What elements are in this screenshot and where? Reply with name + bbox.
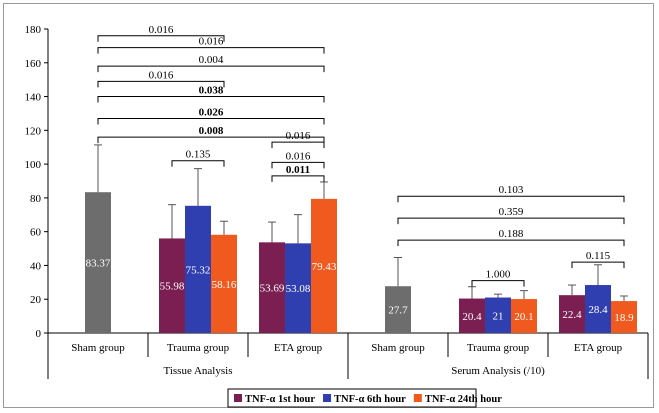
- p-value-label: 1.000: [486, 269, 511, 281]
- data-label: 53.69: [260, 283, 285, 295]
- legend-swatch: [234, 394, 242, 402]
- category-label: Trauma group: [167, 342, 230, 354]
- bar: [285, 243, 311, 333]
- bar: [511, 299, 537, 333]
- significance-bracket: [571, 261, 625, 269]
- significance-bracket: [97, 80, 225, 88]
- data-label: 27.7: [388, 305, 408, 317]
- legend-entry: TNF-α 1st hour: [245, 394, 315, 405]
- y-tick-label: 20: [30, 294, 42, 306]
- significance-annotations: 0.016 0.016 0.004 0.016 0.038 0.026 0.008 0.135…: [97, 24, 625, 287]
- data-label: 58.16: [212, 279, 237, 291]
- y-tick-label: 100: [25, 159, 42, 171]
- data-label: 22.4: [562, 309, 582, 321]
- bar: [585, 285, 611, 333]
- y-tick-label: 60: [30, 227, 42, 239]
- y-tick-label: 40: [30, 260, 42, 272]
- p-value-label: 0.016: [149, 24, 174, 36]
- legend: TNF-α 1st hour TNF-α 6th hour TNF-α 24th h…: [227, 388, 502, 408]
- p-value-label: 0.016: [286, 130, 311, 142]
- bar: [259, 242, 285, 333]
- significance-bracket: [97, 136, 325, 144]
- significance-bracket: [271, 175, 325, 182]
- data-label: 18.9: [614, 312, 634, 324]
- p-value-label: 0.103: [499, 184, 524, 196]
- data-label: 83.37: [86, 258, 111, 270]
- p-value-label: 0.038: [199, 85, 224, 97]
- significance-bracket: [97, 118, 325, 125]
- p-value-label: 0.016: [149, 69, 174, 81]
- legend-entry: TNF-α 6th hour: [334, 394, 406, 405]
- legend-swatch: [323, 394, 332, 402]
- y-tick-label: 180: [25, 24, 42, 36]
- significance-bracket: [471, 280, 525, 287]
- bar: [459, 298, 485, 333]
- legend-entry: TNF-α 24th hour: [425, 394, 502, 405]
- data-label: 21: [493, 310, 504, 322]
- p-value-label: 0.016: [199, 36, 224, 48]
- bar: [485, 297, 511, 333]
- bar: [311, 198, 337, 333]
- legend-swatch: [413, 394, 422, 402]
- category-label: Sham group: [371, 342, 425, 354]
- bar: [85, 192, 111, 333]
- data-label: 28.4: [588, 304, 608, 316]
- significance-bracket: [171, 160, 225, 167]
- category-labels: Sham group Trauma group ETA group Sham grou…: [47, 333, 649, 379]
- p-value-label: 0.011: [286, 164, 310, 176]
- category-label: ETA group: [574, 342, 623, 354]
- category-label: ETA group: [274, 342, 323, 354]
- y-tick-label: 0: [36, 328, 42, 340]
- data-label: 75.32: [186, 264, 211, 276]
- p-value-label: 0.016: [286, 150, 311, 162]
- p-value-label: 0.026: [199, 107, 224, 119]
- significance-bracket: [97, 96, 325, 103]
- category-label: Sham group: [71, 342, 125, 354]
- significance-bracket: [397, 217, 625, 225]
- p-value-label: 0.115: [586, 250, 611, 262]
- group-label: Serum Analysis (/10): [451, 365, 545, 377]
- p-value-label: 0.135: [186, 149, 211, 161]
- category-label: Trauma group: [467, 342, 530, 354]
- bar: [185, 205, 211, 333]
- p-value-label: 0.188: [499, 228, 524, 240]
- data-label: 55.98: [160, 281, 185, 293]
- significance-bracket: [97, 35, 225, 42]
- significance-bracket: [97, 65, 325, 73]
- p-value-label: 0.008: [199, 125, 224, 137]
- significance-bracket: [97, 47, 325, 54]
- group-label: Tissue Analysis: [164, 365, 233, 377]
- bar: [159, 238, 185, 333]
- legend-box: [227, 388, 477, 408]
- y-tick-label: 80: [30, 193, 42, 205]
- p-value-label: 0.359: [499, 206, 524, 218]
- bar: [559, 295, 585, 333]
- bar: [611, 301, 637, 333]
- data-label: 20.4: [462, 311, 482, 323]
- y-tick-label: 120: [25, 125, 42, 137]
- bar: [385, 286, 411, 333]
- data-label: 53.08: [286, 283, 311, 295]
- bar: [211, 234, 237, 333]
- significance-bracket: [271, 141, 325, 149]
- y-tick-label: 140: [25, 92, 42, 104]
- y-tick-label: 160: [25, 58, 42, 70]
- significance-bracket: [397, 239, 625, 247]
- data-label: 79.43: [312, 261, 337, 273]
- significance-bracket: [271, 161, 325, 169]
- p-value-label: 0.004: [199, 54, 224, 66]
- significance-bracket: [397, 195, 625, 203]
- data-label: 20.1: [514, 311, 533, 323]
